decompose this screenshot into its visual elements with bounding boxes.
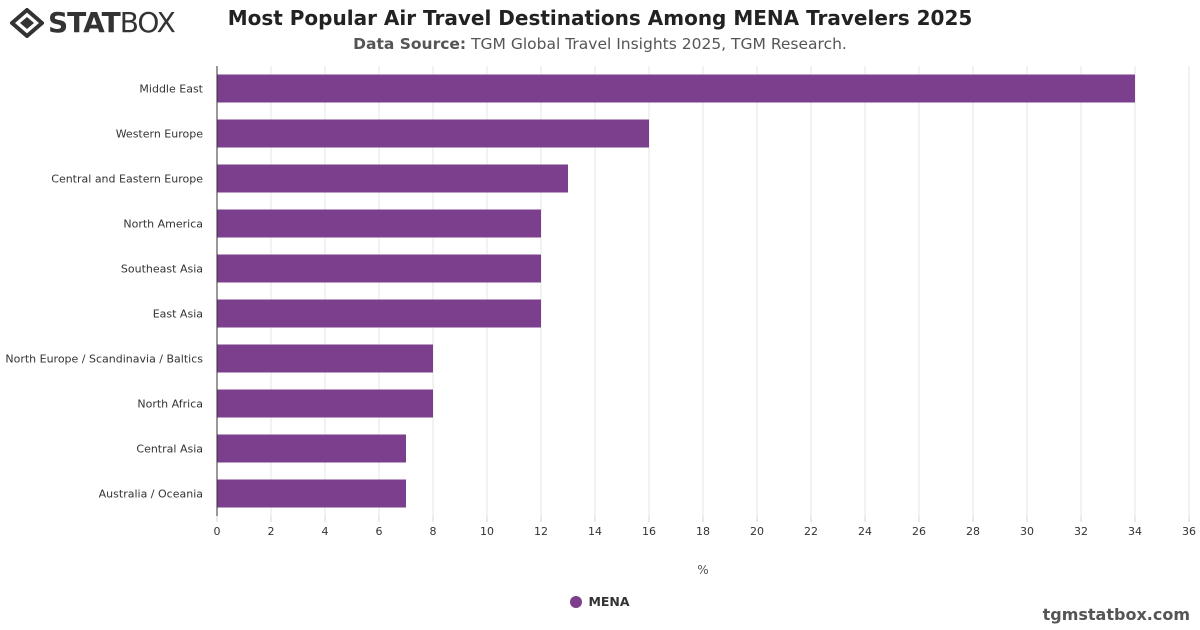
chart-title: Most Popular Air Travel Destinations Amo…: [227, 6, 973, 30]
legend-item-mena[interactable]: MENA: [0, 594, 1200, 609]
bar: [217, 74, 1135, 103]
y-category-label: North Europe / Scandinavia / Baltics: [5, 353, 203, 366]
x-tick-label: 4: [322, 525, 329, 538]
x-tick-label: 26: [912, 525, 926, 538]
y-category-label: Central Asia: [136, 443, 203, 456]
x-tick-label: 30: [1020, 525, 1034, 538]
x-tick-label: 14: [588, 525, 602, 538]
statbox-logo[interactable]: STATBOX: [10, 6, 176, 39]
legend-label: MENA: [588, 594, 630, 609]
x-tick-label: 8: [430, 525, 437, 538]
y-category-label: North America: [123, 218, 203, 231]
y-category-label: Central and Eastern Europe: [51, 173, 203, 186]
y-category-label: Middle East: [139, 83, 203, 96]
x-tick-label: 2: [268, 525, 275, 538]
x-tick-label: 10: [480, 525, 494, 538]
x-tick-label: 34: [1128, 525, 1142, 538]
logo-box-text: BOX: [119, 6, 176, 39]
x-tick-label: 24: [858, 525, 872, 538]
source-text: TGM Global Travel Insights 2025, TGM Res…: [471, 35, 847, 53]
x-tick-label: 16: [642, 525, 656, 538]
y-category-label: Australia / Oceania: [99, 488, 203, 501]
bar: [217, 119, 649, 148]
x-tick-label: 28: [966, 525, 980, 538]
x-tick-label: 6: [376, 525, 383, 538]
x-axis-title: %: [697, 563, 708, 577]
bar: [217, 479, 406, 508]
x-tick-label: 18: [696, 525, 710, 538]
x-tick-label: 22: [804, 525, 818, 538]
x-tick-label: 0: [214, 525, 221, 538]
bar: [217, 434, 406, 463]
x-tick-label: 12: [534, 525, 548, 538]
legend-marker-icon: [570, 595, 583, 608]
bar: [217, 299, 541, 328]
x-tick-label: 20: [750, 525, 764, 538]
bar: [217, 254, 541, 283]
y-category-label: North Africa: [137, 398, 203, 411]
logo-wordmark: STATBOX: [48, 6, 176, 39]
y-category-label: Southeast Asia: [121, 263, 203, 276]
source-label: Data Source:: [353, 35, 467, 53]
bar: [217, 344, 433, 373]
diamond-logo-icon: [10, 7, 44, 38]
y-category-label: East Asia: [153, 308, 203, 321]
site-credit[interactable]: tgmstatbox.com: [1042, 605, 1190, 624]
logo-stat-text: STAT: [48, 6, 121, 39]
chart-subtitle: Data Source: TGM Global Travel Insights …: [0, 35, 1200, 53]
bar: [217, 209, 541, 238]
x-tick-label: 36: [1182, 525, 1196, 538]
x-tick-label: 32: [1074, 525, 1088, 538]
bar: [217, 389, 433, 418]
y-category-label: Western Europe: [116, 128, 204, 141]
bar: [217, 164, 568, 193]
